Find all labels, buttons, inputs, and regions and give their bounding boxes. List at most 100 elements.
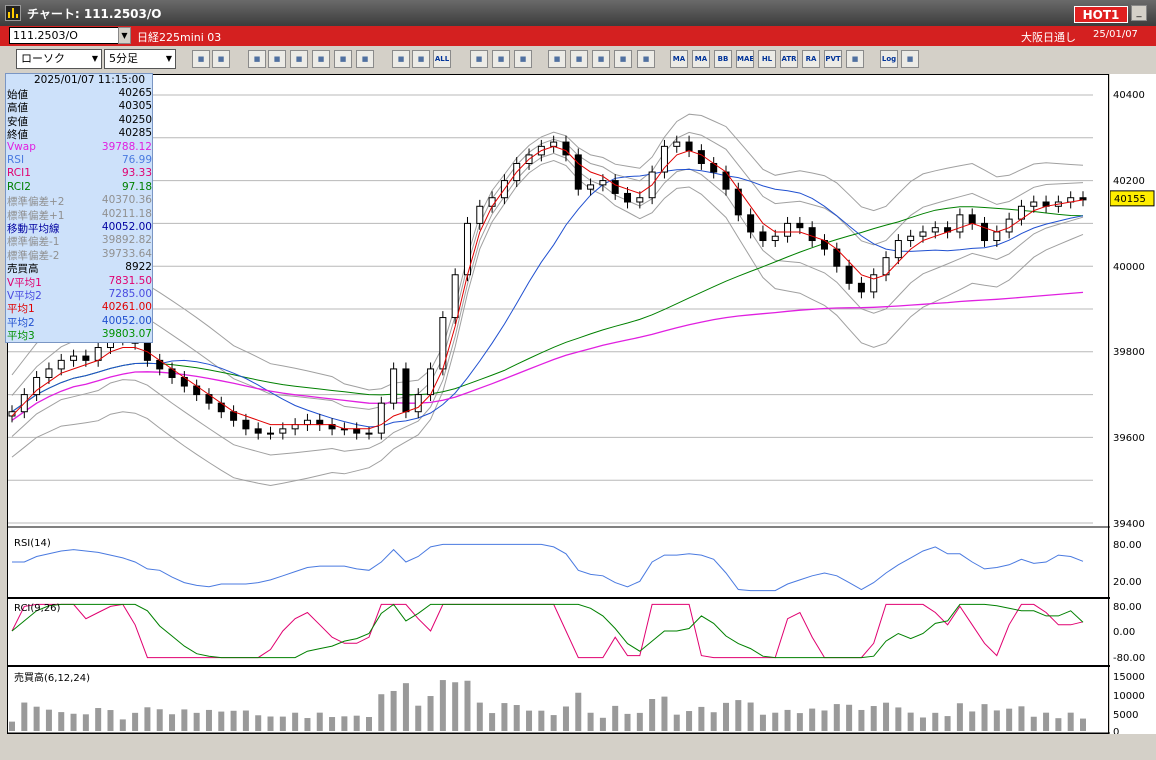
info-row: 売買高 8922	[6, 261, 154, 276]
volume-bar	[218, 711, 225, 731]
toolbar-export-button[interactable]: ■	[592, 50, 610, 68]
rci1-line	[11, 603, 1084, 659]
toolbar-undo-button[interactable]: ■	[312, 50, 330, 68]
std-band-line	[11, 131, 1084, 410]
toolbar-button-label: ALL	[434, 55, 450, 63]
volume-bar	[366, 716, 372, 731]
info-value: 40285	[118, 127, 152, 140]
volume-bar	[858, 709, 865, 731]
toolbar-pvt-button[interactable]: PVT	[824, 50, 842, 68]
price-tick-label: 40000	[1113, 262, 1145, 273]
info-label: 標準偏差+2	[7, 196, 65, 209]
toolbar-window-button[interactable]: ■	[846, 50, 864, 68]
market-date: 25/01/07	[1093, 29, 1138, 40]
toolbar-log-button[interactable]: Log	[880, 50, 898, 68]
window-titlebar: チャート: 111.2503/O HOT1 _	[0, 0, 1156, 26]
candle-body	[1079, 197, 1087, 201]
info-datetime: 2025/01/07 11:15:00	[34, 74, 146, 86]
volume-bar	[169, 714, 176, 731]
info-label: 平均1	[7, 303, 35, 316]
toolbar-ma-button[interactable]: MA	[692, 50, 710, 68]
note-icon: ■	[339, 55, 347, 63]
info-row: RCI2 97.18	[6, 181, 154, 194]
toolbar-bb-button[interactable]: BB	[714, 50, 732, 68]
toolbar-compare-button[interactable]: ■	[614, 50, 632, 68]
volume-bar	[1018, 706, 1025, 731]
volume-bar	[772, 712, 779, 731]
zoom-icon: ■	[197, 55, 205, 63]
volume-bar	[452, 682, 459, 731]
volume-bar	[550, 715, 557, 731]
ma-mid-line	[11, 168, 1084, 428]
volume-bar	[759, 714, 766, 731]
toolbar-settings-button[interactable]: ■	[470, 50, 488, 68]
toolbar-trash-button[interactable]: ■	[356, 50, 374, 68]
interval-select[interactable]: 5分足 ▼	[104, 49, 176, 69]
info-row: 終値 40285	[6, 127, 154, 141]
info-value: 39788.12	[101, 140, 152, 153]
toolbar-down-button[interactable]: ■	[548, 50, 566, 68]
symbol-bar: 111.2503/O ▼ 日経225mini 03 大阪日通し 25/01/07	[0, 26, 1156, 46]
toolbar-find-button[interactable]: ■	[570, 50, 588, 68]
volume-bar	[95, 708, 102, 731]
volume-bar	[710, 712, 717, 731]
symbol-input[interactable]: 111.2503/O	[9, 27, 129, 44]
toolbar-mae-button[interactable]: MAE	[736, 50, 754, 68]
info-label: 売買高	[7, 263, 39, 276]
candle-body	[587, 184, 595, 190]
toolbar-exit-button[interactable]: ■	[901, 50, 919, 68]
toolbar-line-button[interactable]: ■	[268, 50, 286, 68]
down-icon: ■	[553, 55, 561, 63]
info-value: 40211.18	[101, 207, 152, 220]
info-row: 平均1 40261.00	[6, 301, 154, 316]
toolbar-ra-button[interactable]: RA	[802, 50, 820, 68]
rci-tick-label: 80.00	[1113, 602, 1142, 613]
toolbar-note-button[interactable]: ■	[334, 50, 352, 68]
candle-body	[611, 180, 619, 194]
volume-bar	[956, 703, 963, 731]
toolbar-arrow-button[interactable]: ■	[290, 50, 308, 68]
info-value: 7285.00	[108, 288, 152, 300]
candle-body	[968, 214, 976, 224]
toolbar-zoom-button[interactable]: ■	[192, 50, 210, 68]
price-tick-label: 40200	[1113, 176, 1145, 187]
toolbar-candle-button[interactable]: ■	[392, 50, 410, 68]
candle-body	[291, 424, 299, 430]
info-value: 40052.00	[101, 314, 152, 327]
toolbar-hl-button[interactable]: HL	[758, 50, 776, 68]
candle-body	[870, 274, 878, 293]
rci2-line	[11, 603, 1084, 659]
volume-bar	[1055, 718, 1062, 731]
info-label: RSI	[7, 154, 25, 166]
info-value: 39733.64	[101, 247, 152, 260]
toolbar-blank-button[interactable]: ■	[637, 50, 655, 68]
toolbar-all-button[interactable]: ALL	[433, 50, 451, 68]
volume-bar	[402, 683, 409, 731]
hot-button[interactable]: HOT1	[1074, 6, 1128, 23]
info-label: V平均1	[7, 276, 42, 289]
window-title: チャート: 111.2503/O	[27, 7, 162, 21]
chart-area[interactable]: RSI(14)RCI(9,26)売買高(6,12,24)257/8:451114…	[7, 74, 1110, 752]
toolbar-tools-button[interactable]: ■	[492, 50, 510, 68]
exit-icon: ■	[906, 55, 914, 63]
toolbar-pen-button[interactable]: ■	[248, 50, 266, 68]
toolbar-atr-button[interactable]: ATR	[780, 50, 798, 68]
volume-bar	[575, 692, 582, 731]
volume-bar	[636, 712, 643, 731]
toolbar-ma-button[interactable]: MA	[670, 50, 688, 68]
toolbar-crosshair-button[interactable]: ■	[212, 50, 230, 68]
toolbar-candle2-button[interactable]: ■	[412, 50, 430, 68]
info-label: Vwap	[7, 140, 36, 153]
market-name: 大阪日通し	[1021, 31, 1076, 44]
info-value: 40250	[118, 113, 152, 126]
volume-tick-label: 5000	[1113, 710, 1138, 721]
chart-type-select[interactable]: ローソク ▼	[16, 49, 102, 69]
info-value: 8922	[125, 261, 152, 274]
volume-bar	[70, 713, 77, 731]
minimize-button[interactable]: _	[1131, 5, 1147, 21]
info-label: V平均2	[7, 290, 42, 302]
info-row: V平均1 7831.50	[6, 275, 154, 289]
info-value: 40265	[118, 87, 152, 99]
symbol-dropdown-icon[interactable]: ▼	[118, 27, 131, 44]
toolbar-color-button[interactable]: ■	[514, 50, 532, 68]
